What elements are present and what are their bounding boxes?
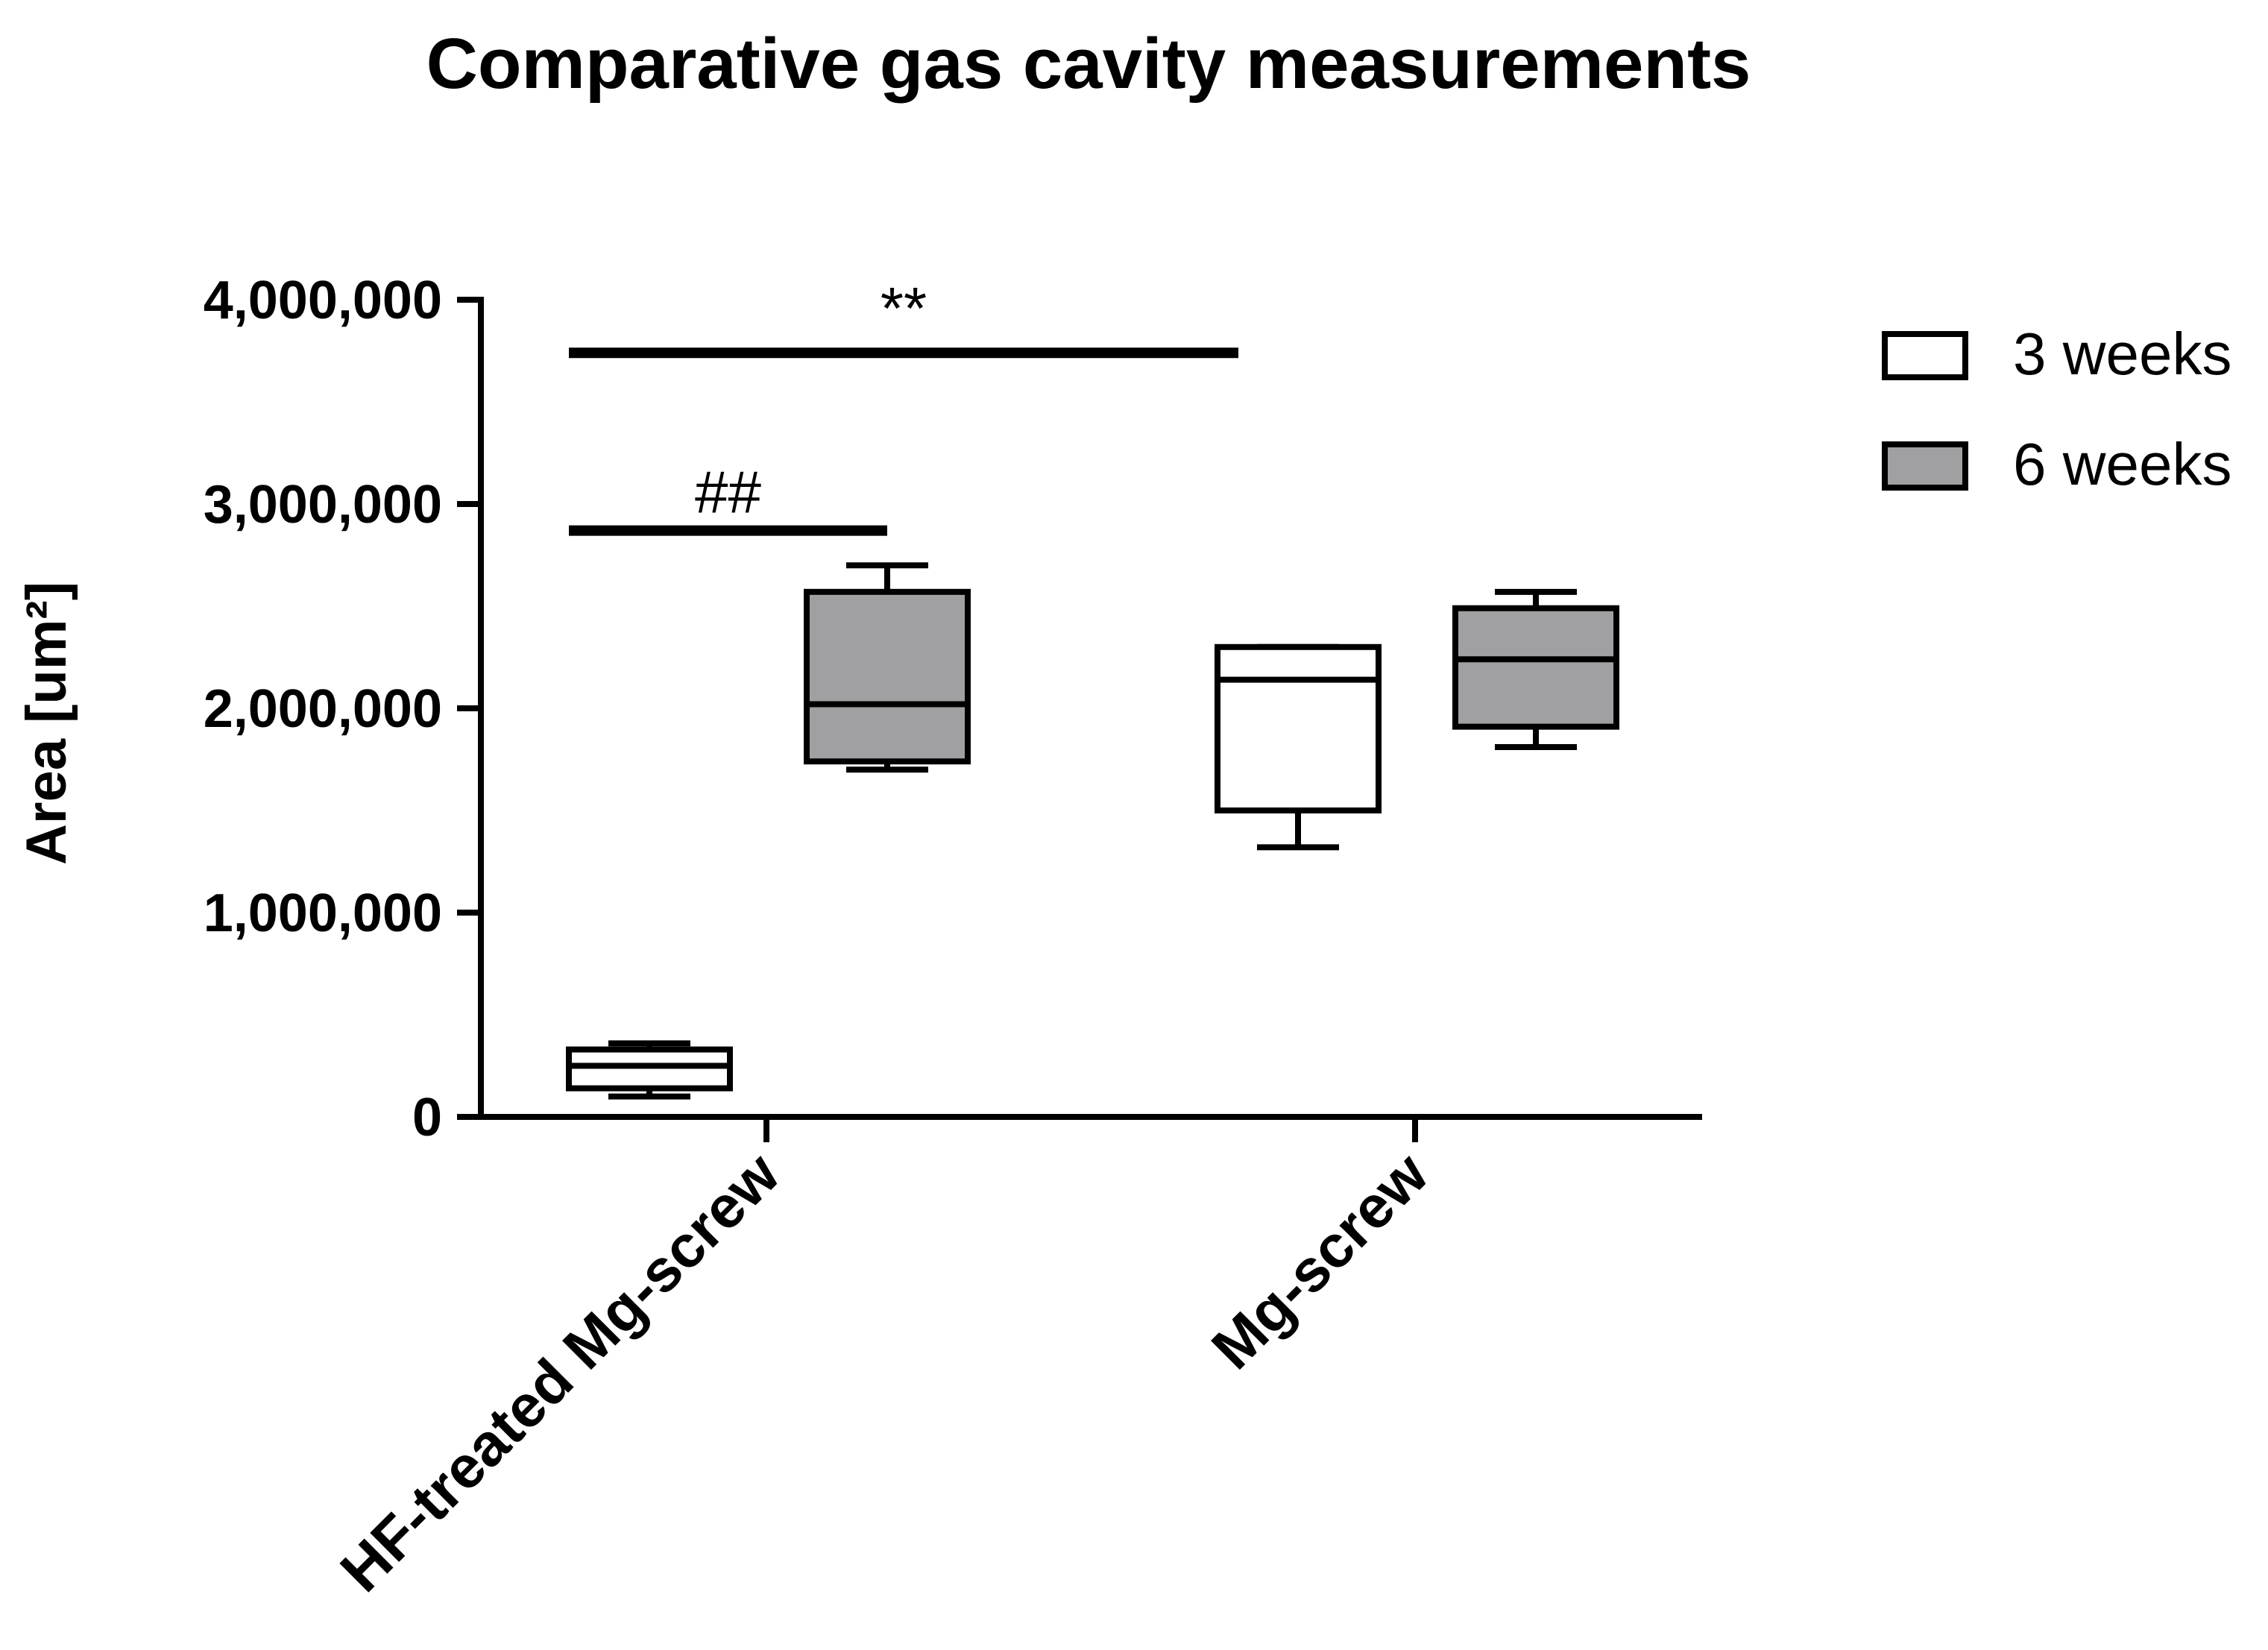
chart-title: Comparative gas cavity measurements [426,24,1751,104]
legend: 3 weeks 6 weeks [1882,321,2231,497]
significance-label: ** [881,275,927,341]
box-0-1 [1215,643,1382,851]
plot-area: 0 1,000,000 2,000,000 3,000,000 4,000,000 Are… [15,271,1702,1605]
box-1-0 [804,562,971,773]
legend-label: 6 weeks [2013,431,2231,497]
x-category-label: Mg-screw [1199,1140,1440,1382]
box-iqr [1452,605,1619,730]
legend-swatch [1882,331,1968,380]
y-tick-label: 2,000,000 [204,679,442,739]
box-iqr [1215,643,1382,813]
y-tick-label: 0 [412,1088,442,1147]
x-category-label: HF-treated Mg-screw [328,1140,793,1605]
legend-label: 3 weeks [2013,321,2231,387]
box-iqr [566,1046,733,1092]
box-iqr [804,588,971,765]
y-tick-label: 1,000,000 [204,884,442,943]
y-tick-label: 3,000,000 [204,475,442,535]
y-axis-label: Area [um²] [15,582,78,865]
box-0-0 [566,1040,733,1100]
significance-label: ## [695,459,761,526]
y-tick-label: 4,000,000 [204,271,442,330]
legend-swatch [1882,441,1968,491]
box-1-1 [1452,588,1619,751]
